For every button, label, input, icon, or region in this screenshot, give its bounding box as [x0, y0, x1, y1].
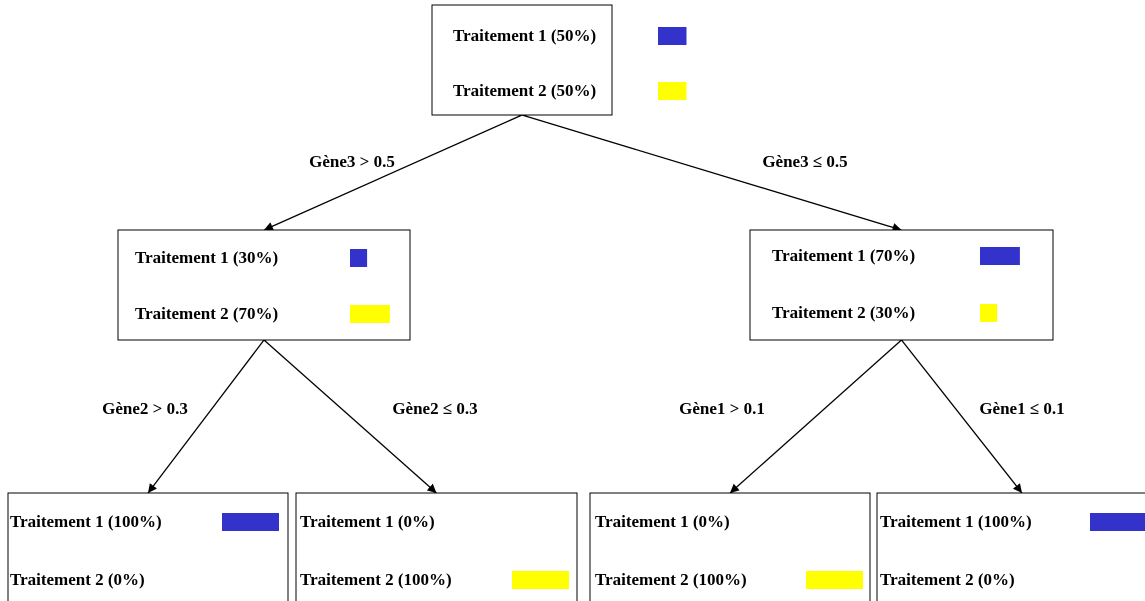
proportion-bar: [1090, 513, 1145, 531]
node-box: [117, 229, 411, 341]
edge: [263, 339, 437, 494]
proportion-bar: [658, 82, 687, 100]
class-label: Traitement 2 (50%): [453, 81, 596, 100]
node-box: [7, 492, 289, 601]
proportion-bar: [806, 571, 863, 589]
class-label: Traitement 2 (70%): [135, 304, 278, 323]
edge: [729, 339, 902, 494]
edge: [263, 114, 523, 231]
edge-condition: Gène2 > 0.3: [102, 399, 188, 418]
class-label: Traitement 2 (0%): [880, 570, 1015, 589]
class-label: Traitement 2 (30%): [772, 303, 915, 322]
class-label: Traitement 1 (0%): [300, 512, 435, 531]
proportion-bar: [658, 27, 687, 45]
edge: [900, 339, 1023, 494]
edge: [147, 339, 265, 494]
class-label: Traitement 1 (50%): [453, 26, 596, 45]
class-label: Traitement 1 (0%): [595, 512, 730, 531]
class-label: Traitement 1 (100%): [880, 512, 1032, 531]
proportion-bar: [980, 247, 1020, 265]
class-label: Traitement 1 (30%): [135, 248, 278, 267]
proportion-bar: [222, 513, 279, 531]
edge-condition: Gène3 > 0.5: [309, 152, 395, 171]
node-box: [876, 492, 1145, 601]
class-label: Traitement 2 (100%): [595, 570, 747, 589]
class-label: Traitement 1 (100%): [10, 512, 162, 531]
edge-condition: Gène1 > 0.1: [679, 399, 765, 418]
proportion-bar: [512, 571, 569, 589]
node-box: [431, 4, 613, 116]
class-label: Traitement 2 (0%): [10, 570, 145, 589]
edge-condition: Gène2 ≤ 0.3: [392, 399, 477, 418]
edge-condition: Gène1 ≤ 0.1: [979, 399, 1064, 418]
class-label: Traitement 2 (100%): [300, 570, 452, 589]
edge-condition: Gène3 ≤ 0.5: [762, 152, 847, 171]
class-label: Traitement 1 (70%): [772, 246, 915, 265]
proportion-bar: [350, 305, 390, 323]
proportion-bar: [350, 249, 368, 267]
edge: [521, 114, 902, 232]
proportion-bar: [980, 304, 998, 322]
